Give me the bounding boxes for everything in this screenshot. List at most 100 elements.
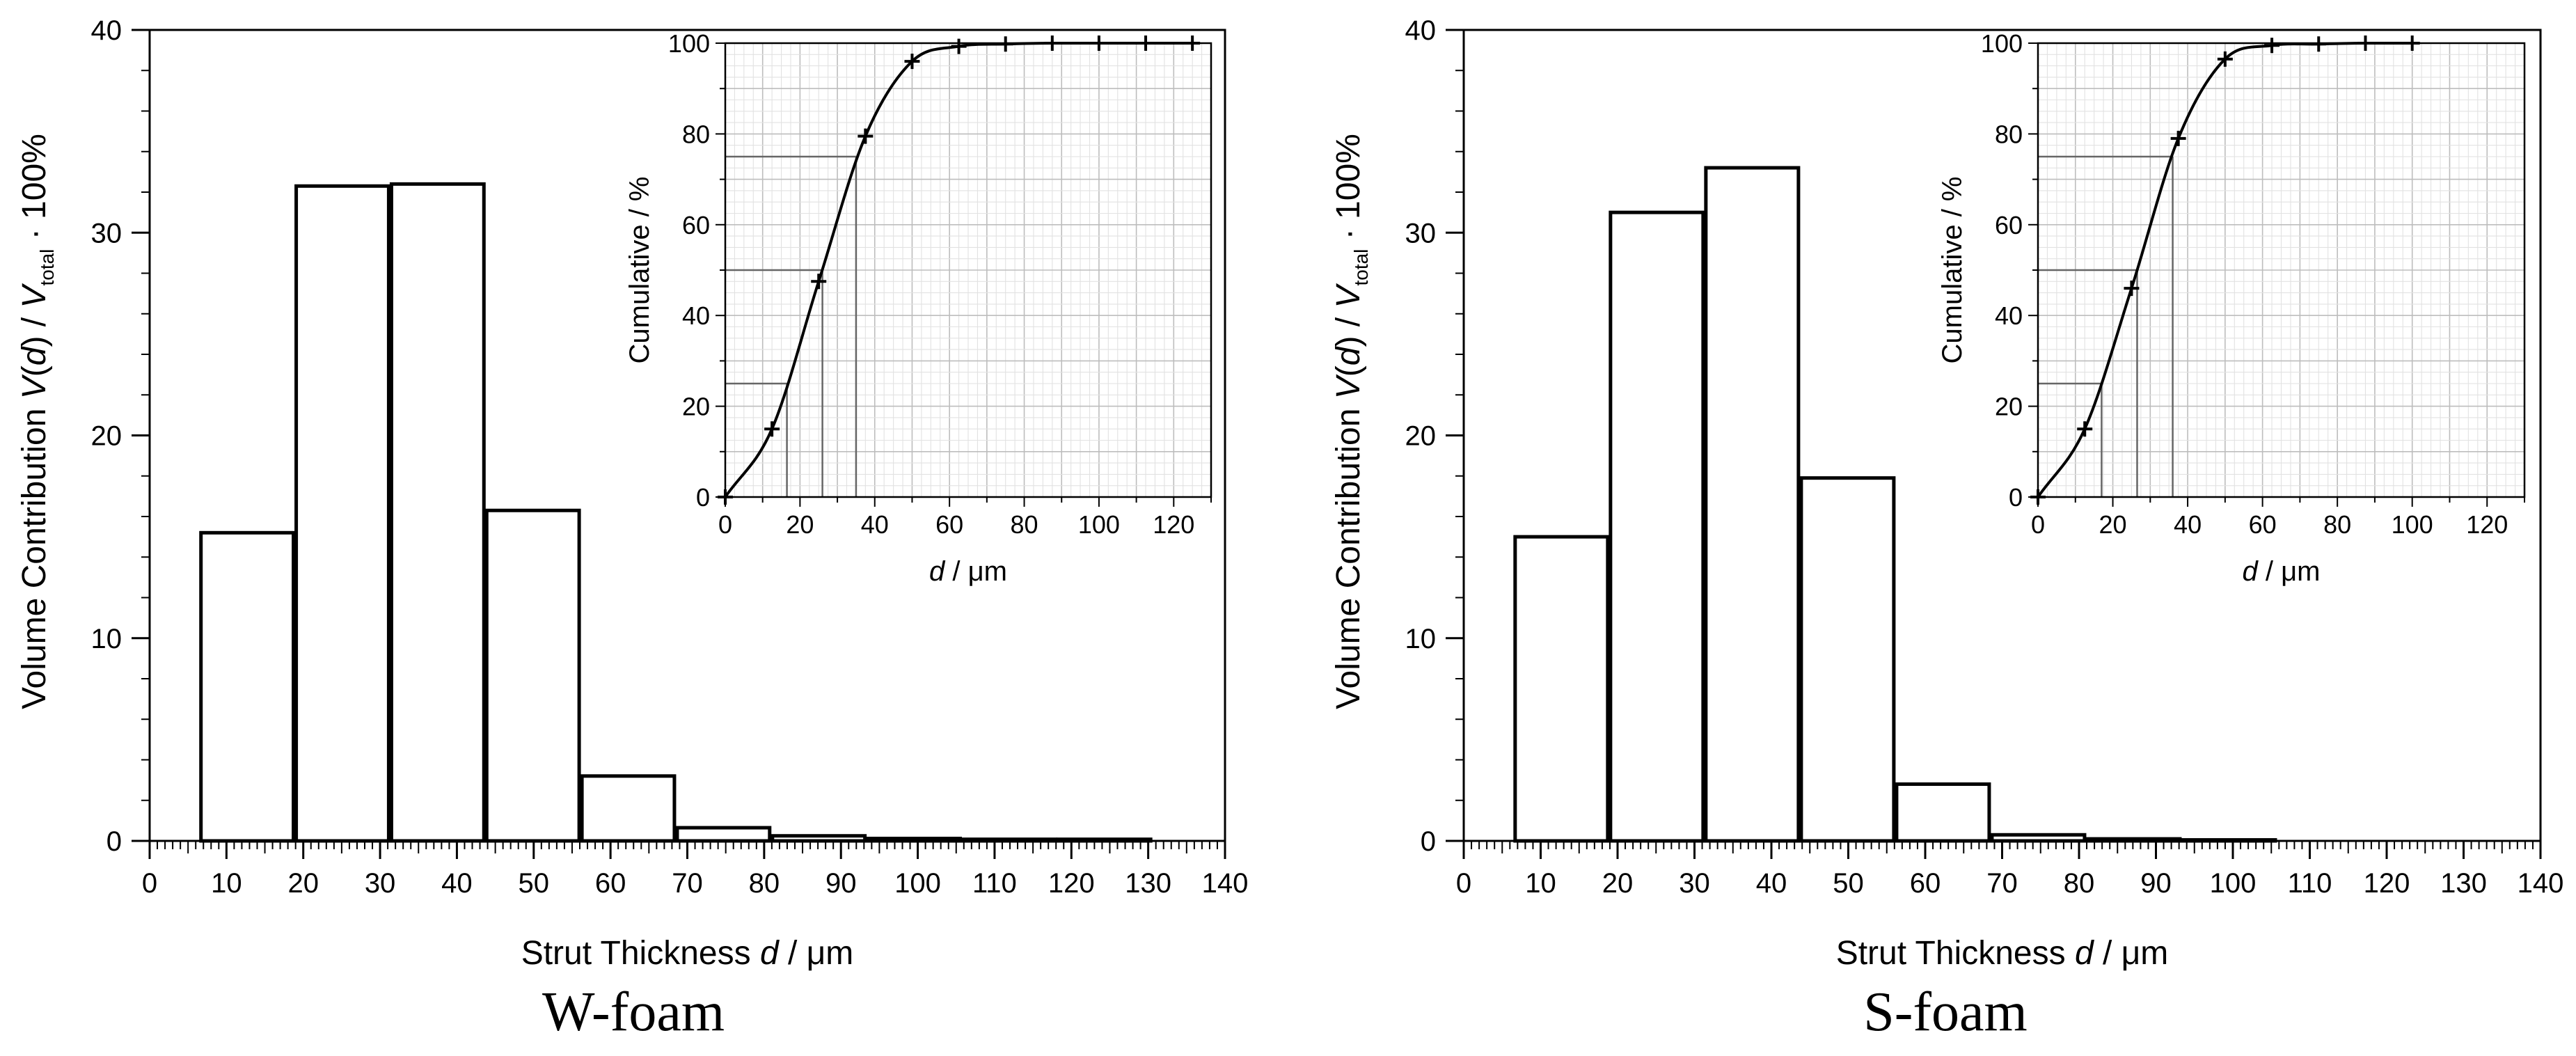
inset-x-tick-label: 120: [2466, 510, 2508, 539]
inset-x-tick-label: 60: [2249, 510, 2277, 539]
inset-x-tick-label: 80: [2323, 510, 2351, 539]
x-axis-title-prefix: Strut Thickness: [1836, 935, 2075, 972]
x-axis-title-prefix: Strut Thickness: [521, 935, 760, 972]
x-tick-label: 30: [365, 868, 396, 899]
histogram-bar: [580, 774, 677, 843]
inset-cumulative-plot: 0 20 40 60 80 100 120 0 20 40 60 80 100 d / μm Cumulat…: [624, 29, 1212, 587]
inset-x-axis-title: d / μm: [929, 556, 1007, 587]
y-tick-label: 20: [91, 421, 123, 452]
y-axis-title-subscript: total: [1350, 249, 1372, 286]
inset-data-point: [2124, 281, 2140, 297]
histogram-bar: [294, 184, 390, 843]
x-axis: 0 10 20 30 40 50 60 70 80 90 100 110 120 130 140: [1456, 841, 2563, 899]
histogram-bars: [199, 182, 1153, 843]
chart-panel-w-foam: 0 10 20 30 40 50 60 70 80 90 100 110 120 130 140 0 10 20 3…: [16, 15, 1248, 1043]
inset-reference-lines: [2038, 155, 2174, 497]
y-axis-title-paren: ): [16, 336, 53, 347]
chart-panel-s-foam: 0 10 20 30 40 50 60 70 80 90 100 110 120 130 140 0 10 20 3…: [1330, 15, 2563, 1043]
inset-x-tick-label: 40: [861, 510, 889, 539]
inset-y-tick-label: 100: [1981, 29, 2023, 58]
x-tick-label: 40: [441, 868, 473, 899]
y-tick-label: 20: [1405, 421, 1437, 452]
y-axis-title-prefix: Volume Contribution: [16, 399, 53, 709]
y-tick-label: 10: [1405, 624, 1437, 654]
y-axis-title-vtotal: V: [16, 283, 53, 308]
y-tick-label: 0: [106, 826, 122, 857]
histogram-bar: [199, 530, 296, 843]
inset-x-tick-label: 40: [2174, 510, 2202, 539]
inset-y-tick-label: 20: [1995, 393, 2023, 421]
inset-x-tick-label: 0: [2031, 510, 2045, 539]
x-tick-label: 80: [2064, 868, 2095, 899]
inset-x-axis-title-variable: d: [929, 556, 946, 587]
y-axis: 0 10 20 30 40: [91, 15, 150, 857]
histogram-bar: [1799, 476, 1896, 843]
x-axis-title-variable: d: [2075, 935, 2094, 972]
inset-x-tick-label: 120: [1153, 510, 1194, 539]
x-axis: 0 10 20 30 40 50 60 70 80 90 100 110 120 130 140: [142, 841, 1249, 899]
x-tick-label: 40: [1756, 868, 1787, 899]
inset-data-point: [2264, 38, 2280, 54]
inset-y-tick-label: 40: [1995, 301, 2023, 330]
y-axis-title-subscript: total: [36, 249, 58, 286]
x-tick-label: 60: [1910, 868, 1941, 899]
histogram-bars: [1513, 166, 2277, 843]
inset-y-tick-label: 100: [668, 29, 710, 58]
x-axis-title-unit: / μm: [2094, 935, 2169, 972]
y-axis-title-slash: /: [1330, 308, 1367, 336]
inset-y-tick-label: 80: [682, 120, 710, 148]
inset-data-point: [2217, 51, 2233, 67]
histogram-bar: [1609, 210, 1705, 843]
inset-x-tick-label: 20: [786, 510, 814, 539]
x-tick-label: 90: [2140, 868, 2172, 899]
panel-caption: W-foam: [542, 982, 725, 1043]
y-axis-title-paren: ): [1330, 336, 1367, 347]
inset-x-tick-label: 80: [1011, 510, 1038, 539]
x-tick-label: 140: [1202, 868, 1249, 899]
y-axis-title-vtotal: V: [1330, 283, 1367, 308]
inset-x-tick-label: 100: [1078, 510, 1120, 539]
inset-x-tick-label: 0: [718, 510, 732, 539]
y-axis-title-v: V: [16, 374, 53, 399]
inset-data-point: [2311, 36, 2327, 52]
y-axis-title-v: V: [1330, 374, 1367, 399]
y-axis-title-paren: (: [1330, 365, 1367, 377]
inset-cumulative-plot: 0 20 40 60 80 100 120 0 20 40 60 80 100 d / μm Cumulat…: [1937, 29, 2526, 587]
inset-x-tick-label: 100: [2392, 510, 2433, 539]
inset-y-axis-title: Cumulative / %: [624, 177, 655, 364]
y-axis-title-d: d: [16, 346, 53, 365]
y-axis-title-suffix: · 100%: [16, 134, 53, 249]
inset-data-point: [904, 54, 920, 70]
histogram-bar: [484, 508, 581, 843]
y-axis-title: Volume Contribution V(d) / Vtotal · 100%: [16, 134, 58, 709]
x-tick-label: 30: [1679, 868, 1710, 899]
x-tick-label: 70: [672, 868, 703, 899]
inset-x-tick-label: 60: [935, 510, 963, 539]
x-tick-label: 110: [972, 868, 1017, 899]
x-tick-label: 50: [1833, 868, 1864, 899]
x-tick-label: 90: [825, 868, 857, 899]
y-axis-title-slash: /: [16, 308, 53, 336]
x-tick-label: 100: [2210, 868, 2257, 899]
y-axis-title-d: d: [1330, 346, 1367, 365]
inset-reference-lines: [725, 155, 858, 497]
x-tick-label: 130: [1125, 868, 1171, 899]
y-tick-label: 30: [1405, 218, 1437, 249]
histogram-bar: [1704, 166, 1801, 843]
x-tick-label: 50: [519, 868, 550, 899]
inset-data-point: [951, 38, 967, 54]
histogram-bar: [1513, 535, 1610, 843]
inset-data-point: [764, 421, 780, 437]
inset-y-axis-title: Cumulative / %: [1937, 177, 1968, 364]
x-axis-title-unit: / μm: [779, 935, 854, 972]
y-tick-label: 40: [91, 15, 123, 46]
inset-y-tick-label: 60: [682, 211, 710, 239]
inset-x-tick-label: 20: [2099, 510, 2127, 539]
x-tick-label: 10: [1525, 868, 1556, 899]
x-tick-label: 110: [2288, 868, 2332, 899]
x-tick-label: 0: [142, 868, 157, 899]
inset-y-tick-label: 0: [696, 483, 710, 512]
x-tick-label: 120: [2364, 868, 2410, 899]
x-axis-title: Strut Thickness d / μm: [521, 935, 854, 972]
inset-y-tick-label: 80: [1995, 120, 2023, 148]
